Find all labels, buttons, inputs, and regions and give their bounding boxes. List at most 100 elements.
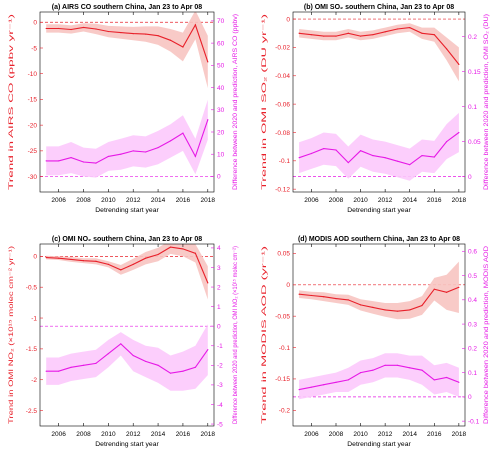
left-tick-label: -1 [31,315,37,322]
data-point [169,140,172,142]
data-point [70,258,72,261]
data-point [70,366,72,368]
x-axis-label: Detrending start year [95,207,159,214]
right-tick-label: 0.6 [468,249,477,256]
data-point [347,32,349,34]
uncertainty-band-right [46,324,208,391]
right-tick-label: 3 [217,265,221,272]
data-point [433,34,435,36]
data-point [310,386,313,388]
data-point [323,384,325,386]
panel-d: 2006 2008 2010 2012 2014 2016 2018 0.05 0 -0.05 -0… [262,236,490,448]
x-axis-label: Detrending start year [347,441,411,448]
series-line-left [46,246,209,284]
right-tick-label: -1 [217,343,223,350]
x-tick-label: 2016 [176,431,191,438]
data-point [82,161,85,163]
data-point [70,28,72,31]
left-tick-label: -0.5 [26,284,38,291]
uncertainty-band-right [46,99,208,178]
data-point [182,46,184,48]
x-tick-label: 2012 [378,197,393,204]
right-tick-label: 20 [217,129,225,136]
data-point [58,370,60,372]
right-tick-label: 0 [217,323,221,330]
x-tick-label: 2006 [51,197,66,204]
left-tick-label: -0.08 [275,130,290,137]
left-tick-label: -25 [28,148,38,155]
data-point [107,352,109,355]
right-tick-label: 0.4 [468,297,477,304]
right-tick-label: 30 [217,107,225,114]
data-point [82,364,85,366]
data-point [194,155,196,158]
data-point [458,63,460,66]
data-point [132,33,134,35]
left-tick-label: -30 [28,174,38,181]
data-point [145,360,147,363]
data-point [169,39,172,41]
data-point [409,164,411,166]
x-tick-label: 2016 [427,431,442,438]
data-point [120,31,122,34]
series-line-left [299,286,460,312]
plot-frame [39,243,215,427]
series-line-left [46,23,209,63]
data-point [145,151,147,153]
left-tick-label: -0.2 [279,408,291,415]
x-tick-label: 2014 [402,197,417,204]
data-point [157,35,159,37]
data-point [45,160,47,162]
uncertainty-band-left [46,12,208,89]
left-tick-label: -0.1 [279,158,291,165]
data-point [95,28,97,30]
left-tick-label: -2.5 [26,408,38,415]
data-point [145,257,147,259]
left-tick-label: 0 [286,282,290,289]
x-tick-label: 2014 [151,431,166,438]
data-point [120,153,122,155]
data-point [445,140,448,143]
data-point [396,364,399,366]
data-point [323,296,325,298]
data-point [310,34,313,36]
right-tick-label: -2 [217,363,223,370]
data-point [396,310,399,312]
uncertainty-band-left [299,23,459,82]
data-point [372,306,374,308]
right-tick-label: 4 [217,245,221,252]
data-point [298,293,300,295]
data-point [421,32,423,34]
data-point [323,35,325,37]
data-point [70,156,72,159]
data-point [82,26,85,29]
data-point [347,299,349,301]
data-point [347,161,349,164]
panel-title: (d) MODIS AOD southern China, Jan 23 to … [298,236,460,243]
data-point [359,372,362,374]
data-point [45,27,47,30]
right-tick-label: 0.05 [468,139,481,146]
data-point [298,157,300,159]
data-point [107,30,109,33]
x-axis-label: Detrending start year [347,207,411,214]
data-point [335,149,337,151]
x-tick-label: 2010 [353,197,368,204]
data-point [335,381,337,383]
data-point [384,157,386,159]
x-tick-label: 2016 [176,197,191,204]
right-tick-label: 50 [217,63,225,70]
plot-area [40,244,214,391]
data-point [169,372,172,374]
data-point [132,150,134,152]
plot-area [293,261,465,400]
uncertainty-band-left [46,244,208,300]
data-point [194,24,196,26]
data-point [194,366,196,368]
x-tick-label: 2008 [76,431,91,438]
right-axis-label: Difference between 2020 and prediction, … [233,14,239,190]
right-tick-label: 0.1 [468,104,477,111]
right-tick-label: 0 [468,394,472,401]
left-tick-label: -0.04 [275,73,290,80]
x-tick-label: 2006 [304,197,319,204]
